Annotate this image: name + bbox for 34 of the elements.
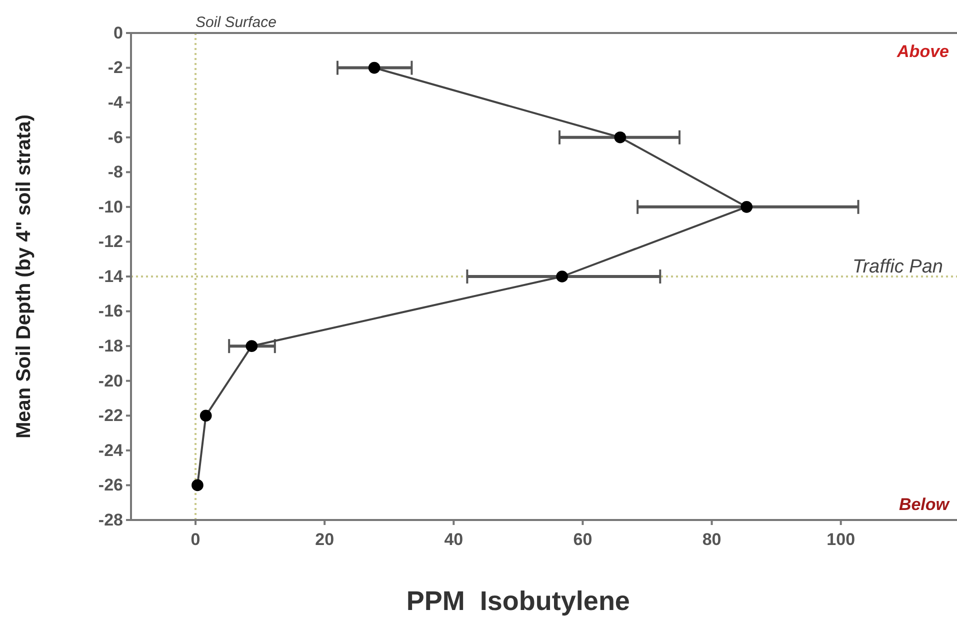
y-tick-label: -12: [98, 232, 123, 252]
y-tick-label: 0: [114, 23, 123, 42]
point: [614, 131, 626, 144]
ref-line-label: Soil Surface: [196, 14, 276, 31]
point: [246, 340, 258, 352]
y-tick-label: -14: [98, 266, 124, 286]
y-tick-label: -26: [98, 476, 123, 495]
point: [556, 270, 568, 282]
point: [740, 201, 753, 213]
y-tick-label: -4: [108, 93, 124, 112]
x-axis-title: PPM Isobutylene: [406, 586, 630, 616]
annotation: Below: [898, 495, 951, 514]
y-tick-label: -16: [98, 302, 123, 321]
y-tick-label: -8: [108, 162, 123, 182]
x-tick-label: 0: [190, 530, 200, 549]
x-tick-label: 40: [444, 530, 464, 549]
point: [192, 479, 204, 492]
y-tick-label: -6: [108, 128, 123, 147]
y-tick-label: -18: [98, 336, 123, 356]
annotation: Above: [896, 42, 949, 61]
y-tick-label: -24: [98, 440, 124, 460]
ref-line-label: Traffic Pan: [852, 256, 943, 278]
point: [368, 62, 380, 74]
y-tick-label: -2: [108, 58, 123, 78]
y-tick-label: -22: [98, 406, 123, 426]
x-tick-label: 20: [315, 530, 334, 549]
y-axis-title: Mean Soil Depth (by 4" soil strata): [13, 114, 35, 438]
y-tick-label: -20: [98, 371, 123, 390]
point: [200, 410, 212, 422]
y-tick-label: -28: [98, 510, 123, 530]
y-tick-label: -10: [98, 197, 123, 216]
x-tick-label: 100: [826, 530, 856, 549]
x-tick-label: 60: [573, 530, 592, 549]
x-tick-label: 80: [702, 530, 722, 549]
